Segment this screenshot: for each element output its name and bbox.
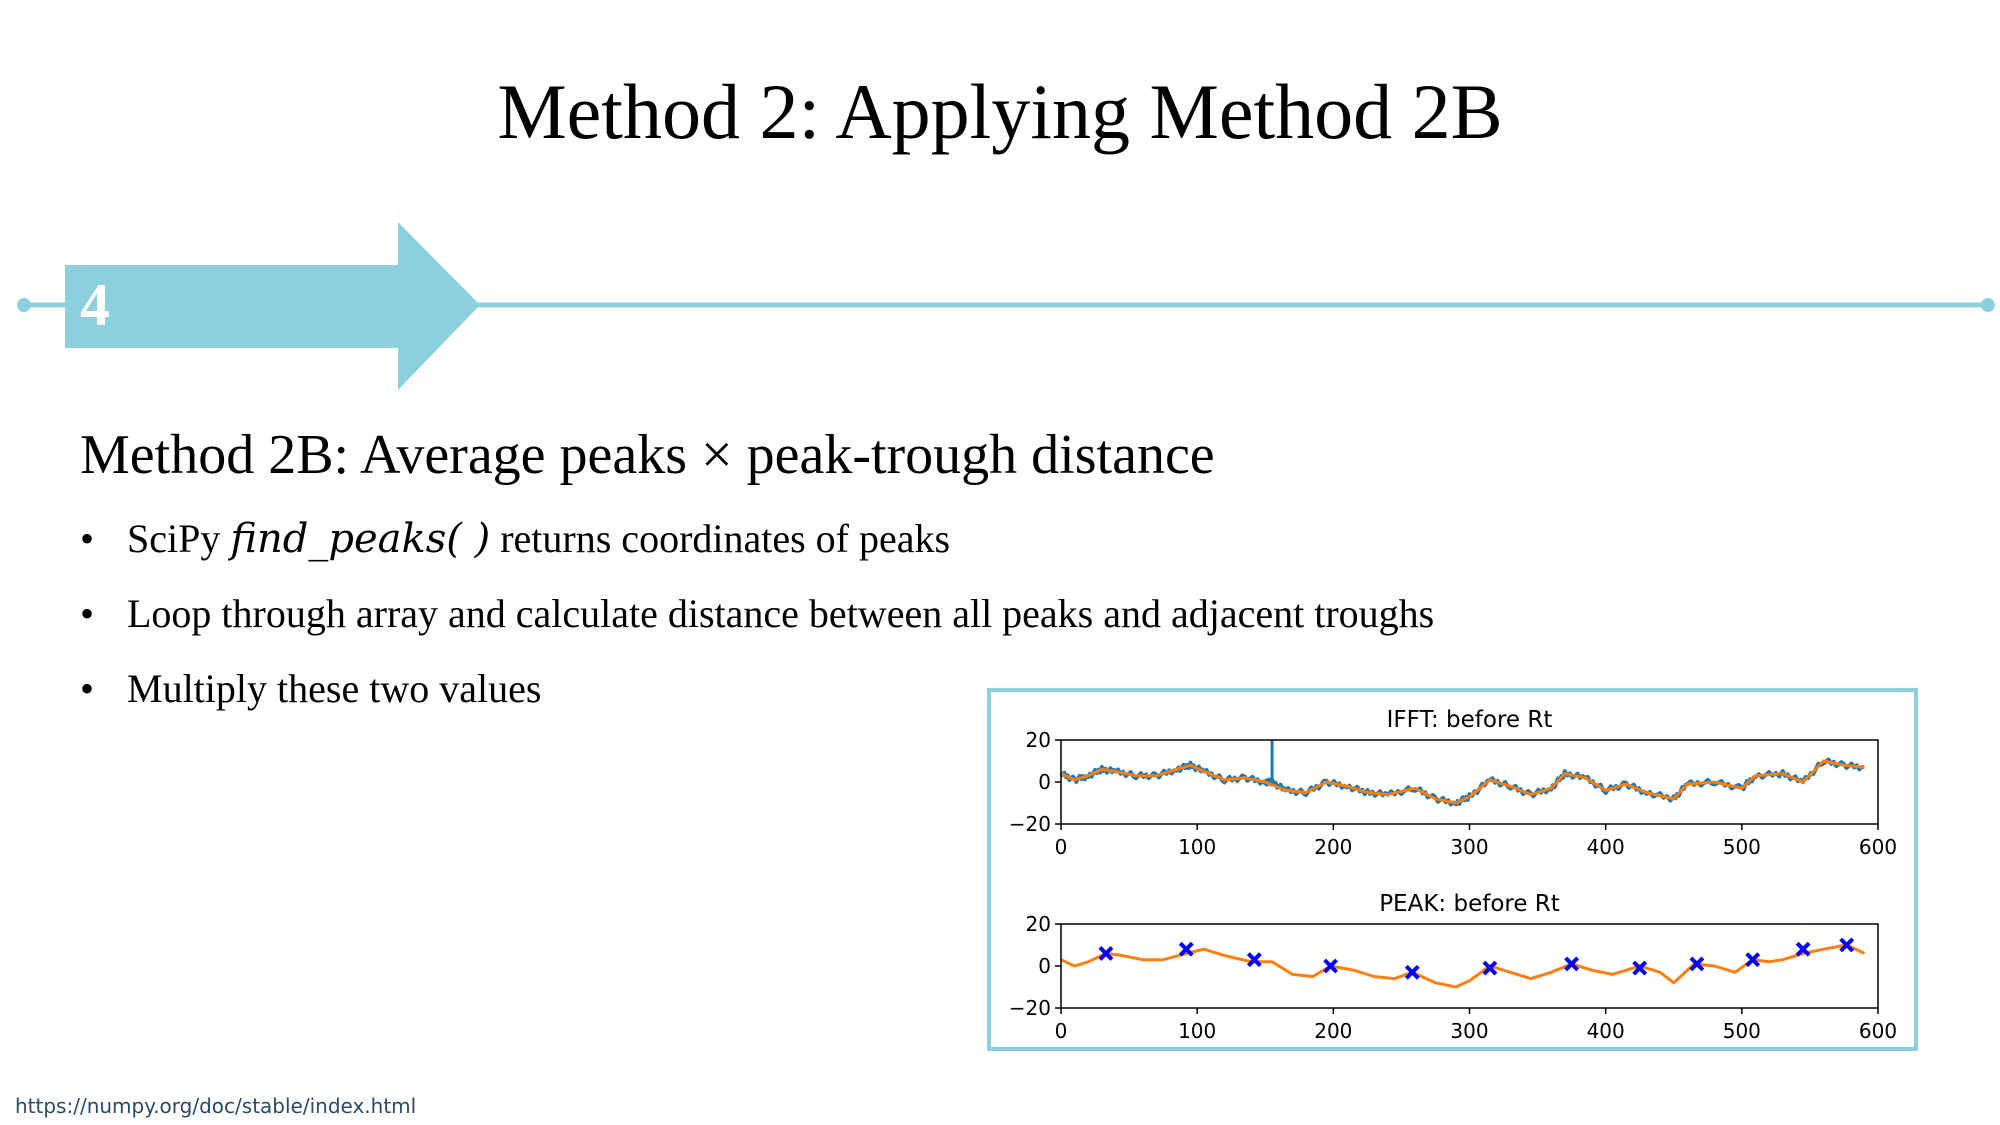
chart-title: IFFT: before Rt bbox=[1387, 707, 1553, 733]
x-tick-label: 0 bbox=[1055, 835, 1068, 859]
bullet-marker: • bbox=[80, 516, 95, 561]
x-tick-label: 400 bbox=[1587, 1019, 1625, 1043]
x-tick-label: 400 bbox=[1587, 835, 1625, 859]
peak-marker bbox=[1404, 964, 1420, 980]
bullet-text: Multiply these two values bbox=[127, 666, 542, 711]
y-tick-label: 20 bbox=[1026, 728, 1051, 752]
peak-marker bbox=[1178, 941, 1194, 957]
peak-marker bbox=[1795, 941, 1811, 957]
bullet-item: • Loop through array and calculate dista… bbox=[80, 590, 1434, 665]
plot-frame bbox=[1060, 923, 1879, 1009]
section-subtitle: Method 2B: Average peaks × peak-trough d… bbox=[80, 424, 1215, 486]
bullet-marker: • bbox=[80, 591, 95, 636]
y-tick-label: 20 bbox=[1026, 912, 1051, 936]
peak-marker bbox=[1839, 937, 1855, 953]
peak-marker bbox=[1482, 960, 1498, 976]
x-tick-label: 100 bbox=[1178, 835, 1216, 859]
x-tick-label: 100 bbox=[1178, 1019, 1216, 1043]
x-tick-label: 300 bbox=[1450, 835, 1488, 859]
y-tick-label: 0 bbox=[1038, 770, 1051, 794]
bullet-text: SciPy bbox=[127, 516, 231, 561]
peak-marker bbox=[1564, 956, 1580, 972]
peak-marker bbox=[1745, 952, 1761, 968]
x-tick-label: 0 bbox=[1055, 1019, 1068, 1043]
x-tick-label: 300 bbox=[1450, 1019, 1488, 1043]
peak-marker bbox=[1632, 960, 1648, 976]
timeline-start-dot bbox=[17, 298, 31, 312]
step-number: 4 bbox=[80, 272, 110, 338]
x-tick-label: 200 bbox=[1314, 835, 1352, 859]
reference-link[interactable]: https://numpy.org/doc/stable/index.html bbox=[15, 1094, 417, 1118]
x-tick-label: 600 bbox=[1859, 835, 1897, 859]
y-tick-label: 0 bbox=[1038, 954, 1051, 978]
timeline-banner bbox=[17, 222, 1995, 390]
chart-title: PEAK: before Rt bbox=[1379, 891, 1560, 917]
chart-figure: IFFT: before Rt0 100 200 300 400 500 600200−20… bbox=[1009, 707, 1897, 1043]
bullet-item: • SciPy find_peaks( ) returns coordinate… bbox=[80, 515, 1434, 590]
peak-marker bbox=[1098, 945, 1114, 961]
bullet-item: • Multiply these two values bbox=[80, 665, 1434, 740]
signal-line-raw bbox=[1059, 757, 1865, 807]
bullet-text: returns coordinates of peaks bbox=[490, 516, 951, 561]
figure-frame: IFFT: before Rt 0 100 200 300 400 500 600 20 0 −20… bbox=[987, 688, 1918, 1051]
bullet-text: Loop through array and calculate distanc… bbox=[127, 591, 1435, 636]
peak-marker bbox=[1323, 958, 1339, 974]
x-tick-label: 500 bbox=[1723, 835, 1761, 859]
slide-title: Method 2: Applying Method 2B bbox=[497, 68, 1503, 155]
step-arrow bbox=[65, 222, 480, 390]
peak-marker bbox=[1689, 956, 1705, 972]
peak-marker bbox=[1246, 952, 1262, 968]
signal-line-smoothed bbox=[1060, 759, 1865, 805]
bullet-list: • SciPy find_peaks( ) returns coordinate… bbox=[80, 515, 1434, 740]
x-tick-label: 600 bbox=[1859, 1019, 1897, 1043]
function-name: find_peaks( ) bbox=[230, 516, 491, 562]
x-tick-label: 200 bbox=[1314, 1019, 1352, 1043]
timeline-end-dot bbox=[1981, 298, 1995, 312]
bullet-marker: • bbox=[80, 666, 95, 711]
y-tick-label: −20 bbox=[1009, 996, 1051, 1020]
y-tick-label: −20 bbox=[1009, 812, 1051, 836]
x-tick-label: 500 bbox=[1723, 1019, 1761, 1043]
plot-frame bbox=[1060, 739, 1879, 825]
